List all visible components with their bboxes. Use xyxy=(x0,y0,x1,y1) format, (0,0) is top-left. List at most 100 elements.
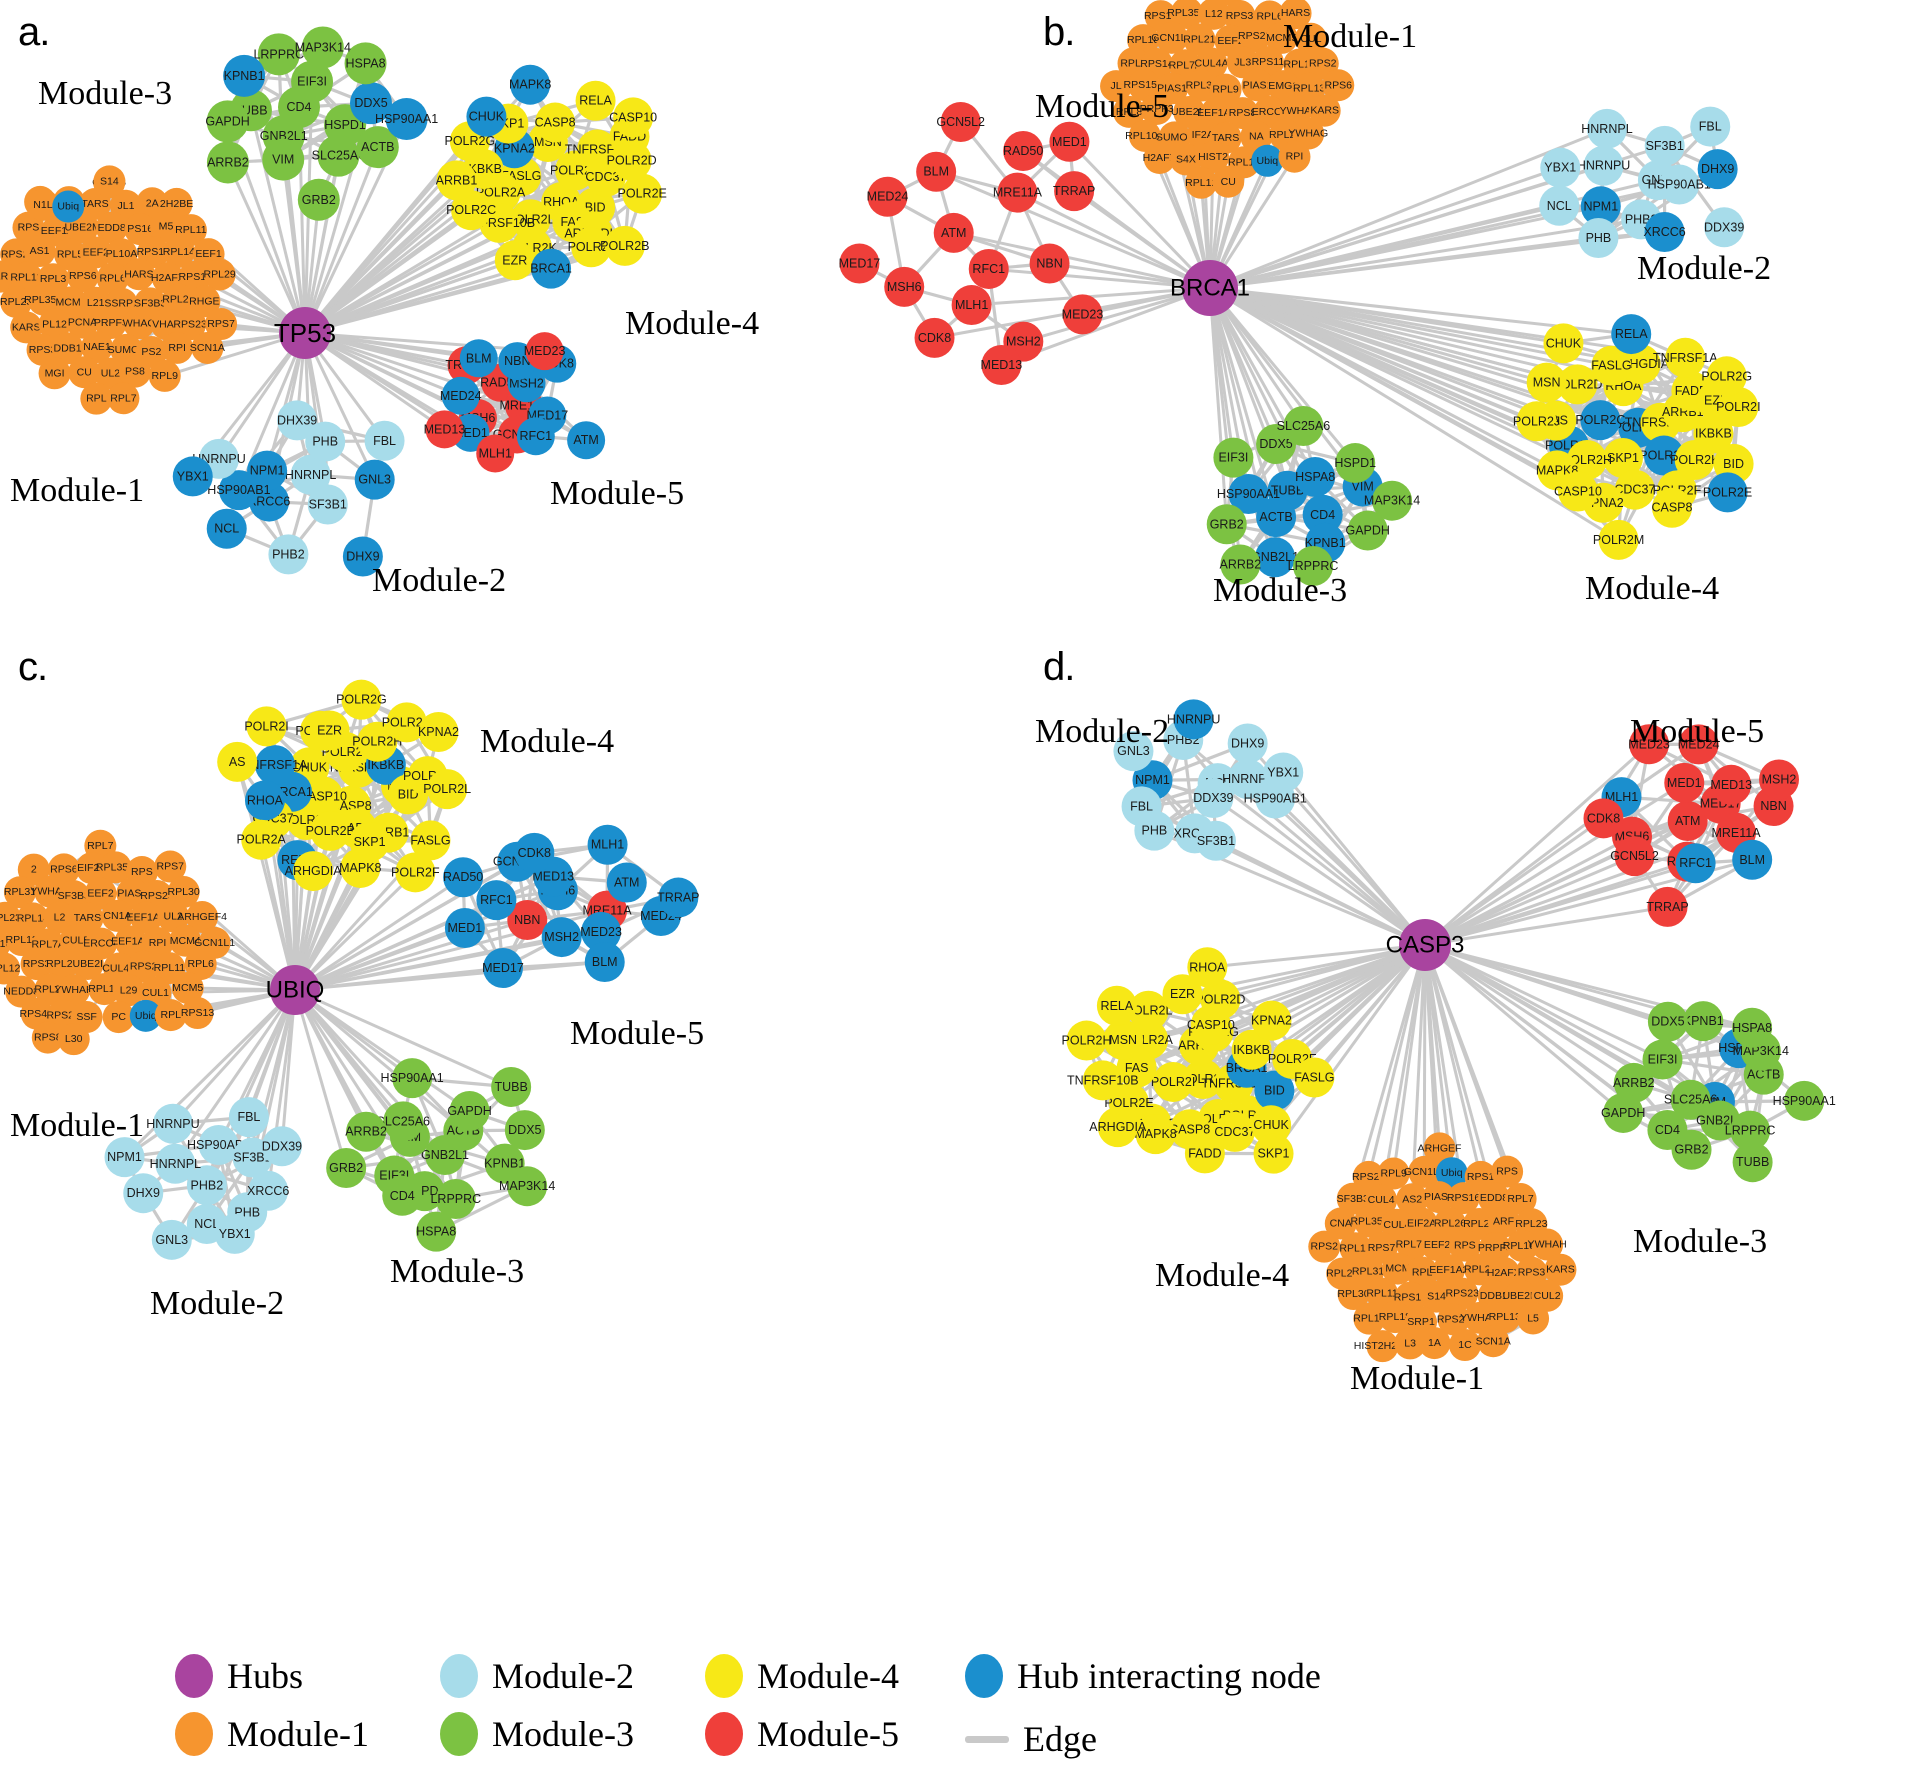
node-circle[interactable] xyxy=(141,927,174,960)
node-circle[interactable] xyxy=(1732,1142,1773,1183)
network-node[interactable]: CU xyxy=(1212,165,1245,198)
network-node[interactable]: RHOA xyxy=(1187,947,1228,988)
node-circle[interactable] xyxy=(491,1066,532,1107)
node-circle[interactable] xyxy=(1543,323,1584,364)
network-node[interactable]: FBL xyxy=(1690,106,1731,147)
node-circle[interactable] xyxy=(884,266,925,307)
node-circle[interactable] xyxy=(357,721,398,762)
node-circle[interactable] xyxy=(262,138,305,181)
node-circle[interactable] xyxy=(27,283,60,316)
network-node[interactable]: RFC1 xyxy=(476,880,517,921)
network-node[interactable]: KPNB1 xyxy=(223,54,266,97)
network-node[interactable]: RFC1 xyxy=(1675,843,1716,884)
node-circle[interactable] xyxy=(1586,108,1627,149)
node-circle[interactable] xyxy=(1185,166,1218,199)
network-node[interactable]: RPL29 xyxy=(204,258,236,291)
network-node[interactable]: MAPK8 xyxy=(509,64,551,105)
node-circle[interactable] xyxy=(1265,21,1298,54)
network-node[interactable]: FBL xyxy=(228,1097,269,1138)
node-circle[interactable] xyxy=(1664,762,1705,803)
network-node[interactable]: FASLG xyxy=(1294,1057,1335,1098)
node-circle[interactable] xyxy=(1697,149,1738,190)
network-node[interactable]: RAD50 xyxy=(443,857,484,898)
node-circle[interactable] xyxy=(154,850,187,883)
node-circle[interactable] xyxy=(1378,1301,1411,1334)
node-circle[interactable] xyxy=(1406,1256,1439,1289)
network-node[interactable]: RELA xyxy=(1096,985,1137,1026)
node-circle[interactable] xyxy=(1557,364,1598,405)
node-circle[interactable] xyxy=(340,847,381,888)
node-circle[interactable] xyxy=(1193,778,1234,819)
node-circle[interactable] xyxy=(0,952,21,985)
node-circle[interactable] xyxy=(1491,1155,1524,1188)
network-node[interactable]: YBX1 xyxy=(172,456,213,497)
node-circle[interactable] xyxy=(1254,1070,1295,1111)
node-circle[interactable] xyxy=(443,857,484,898)
node-circle[interactable] xyxy=(392,1058,433,1099)
network-node[interactable]: PHB xyxy=(1578,217,1619,258)
node-circle[interactable] xyxy=(186,901,219,934)
node-circle[interactable] xyxy=(1583,145,1624,186)
node-circle[interactable] xyxy=(10,261,43,294)
node-circle[interactable] xyxy=(214,1213,255,1254)
node-circle[interactable] xyxy=(466,96,507,137)
node-circle[interactable] xyxy=(174,308,207,341)
network-node[interactable]: GRB2 xyxy=(326,1147,367,1188)
node-circle[interactable] xyxy=(1267,70,1300,103)
network-node[interactable]: CDK8 xyxy=(914,317,955,358)
node-circle[interactable] xyxy=(1629,724,1670,765)
node-circle[interactable] xyxy=(658,877,699,918)
node-circle[interactable] xyxy=(1197,141,1230,174)
node-circle[interactable] xyxy=(1448,1329,1481,1362)
network-node[interactable]: NCL xyxy=(1539,185,1580,226)
node-circle[interactable] xyxy=(997,172,1038,213)
node-circle[interactable] xyxy=(914,317,955,358)
node-circle[interactable] xyxy=(1531,1228,1564,1261)
node-circle[interactable] xyxy=(79,236,112,269)
node-circle[interactable] xyxy=(476,434,515,473)
node-circle[interactable] xyxy=(1446,1277,1479,1310)
network-node[interactable]: EZR xyxy=(309,710,350,751)
network-node[interactable]: MED1 xyxy=(1049,121,1090,162)
node-circle[interactable] xyxy=(1613,1062,1654,1103)
node-circle[interactable] xyxy=(317,134,360,177)
node-circle[interactable] xyxy=(31,1021,64,1054)
node-circle[interactable] xyxy=(525,332,564,371)
node-circle[interactable] xyxy=(1134,810,1175,851)
node-circle[interactable] xyxy=(1294,22,1327,55)
node-circle[interactable] xyxy=(293,851,334,892)
node-circle[interactable] xyxy=(571,227,612,268)
node-circle[interactable] xyxy=(1647,886,1688,927)
node-circle[interactable] xyxy=(1464,1253,1497,1286)
node-circle[interactable] xyxy=(1642,1039,1683,1080)
network-node[interactable]: CHUK xyxy=(1543,323,1584,364)
network-node[interactable]: MED1 xyxy=(444,908,485,949)
node-circle[interactable] xyxy=(940,101,981,142)
node-circle[interactable] xyxy=(94,357,127,390)
node-circle[interactable] xyxy=(223,54,266,97)
network-node[interactable]: SKP1 xyxy=(1253,1133,1294,1174)
node-circle[interactable] xyxy=(968,248,1009,289)
node-circle[interactable] xyxy=(1226,46,1259,79)
node-circle[interactable] xyxy=(476,880,517,921)
network-node[interactable]: MSH2 xyxy=(541,917,582,958)
node-circle[interactable] xyxy=(1184,1133,1225,1174)
node-circle[interactable] xyxy=(1187,947,1228,988)
node-circle[interactable] xyxy=(75,852,108,885)
node-circle[interactable] xyxy=(1602,437,1643,478)
node-circle[interactable] xyxy=(1667,800,1708,841)
node-circle[interactable] xyxy=(1580,400,1621,441)
network-node[interactable]: PHB xyxy=(1134,810,1175,851)
node-circle[interactable] xyxy=(1432,1254,1465,1287)
node-circle[interactable] xyxy=(188,285,221,318)
node-circle[interactable] xyxy=(383,1101,424,1142)
network-node[interactable]: FBL xyxy=(364,420,405,461)
node-circle[interactable] xyxy=(1238,20,1271,53)
network-node[interactable]: MLH1 xyxy=(476,434,515,473)
network-node[interactable]: TUBB xyxy=(1732,1142,1773,1183)
node-circle[interactable] xyxy=(150,210,183,243)
node-circle[interactable] xyxy=(504,1110,545,1151)
node-circle[interactable] xyxy=(981,345,1022,386)
node-circle[interactable] xyxy=(1366,1277,1399,1310)
node-circle[interactable] xyxy=(1517,1302,1550,1335)
